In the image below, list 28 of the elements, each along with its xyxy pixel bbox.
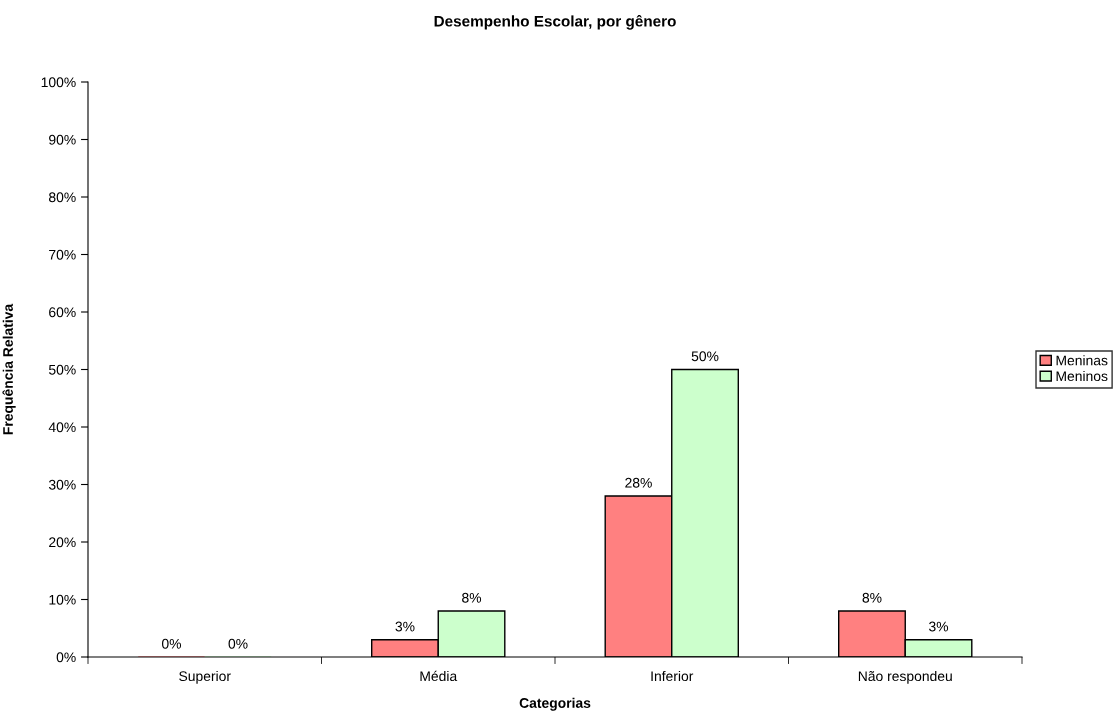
data-label: 50%	[691, 351, 719, 362]
y-tick-label: 100%	[41, 77, 76, 88]
x-axis-title: Categorias	[519, 697, 591, 711]
data-label: 8%	[462, 592, 482, 603]
x-tick-label: Média	[420, 670, 458, 682]
y-tick-label: 0%	[56, 652, 76, 663]
data-label: 28%	[625, 477, 652, 488]
y-tick-label: 90%	[49, 134, 76, 145]
data-label: 8%	[862, 592, 882, 603]
y-tick-label: 40%	[48, 422, 76, 433]
x-tick-label: Inferior	[651, 670, 694, 682]
legend-label: Meninos	[1056, 370, 1108, 382]
x-tick-label: Não respondeu	[858, 670, 952, 684]
y-tick-label: 60%	[49, 307, 76, 318]
data-label: 0%	[161, 638, 182, 649]
y-tick-label: 80%	[49, 192, 76, 203]
y-tick-label: 10%	[49, 594, 76, 605]
y-tick-label: 30%	[48, 479, 76, 490]
data-label: 3%	[395, 621, 415, 632]
data-label: 0%	[228, 638, 248, 649]
y-tick-label: 70%	[49, 249, 76, 260]
legend-label: Meninas	[1056, 355, 1108, 366]
y-axis-title: Frequência Relativa	[2, 303, 16, 435]
y-tick-label: 50%	[48, 364, 76, 375]
data-label: 3%	[929, 621, 949, 632]
chart-title: Desempenho Escolar, por gênero	[434, 15, 676, 30]
x-tick-label: Superior	[179, 670, 231, 684]
y-tick-label: 20%	[49, 537, 76, 548]
